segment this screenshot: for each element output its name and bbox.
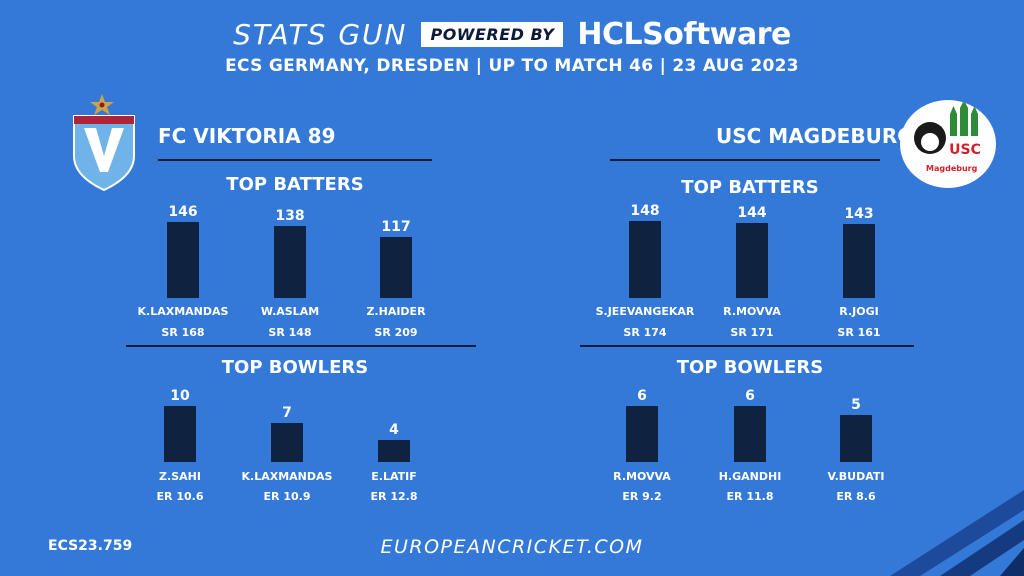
usc-logo-graphic (914, 100, 978, 154)
bar-category-left-batters-1: K.LAXMANDAS (137, 305, 229, 318)
bar-category-left-bowlers-3: E.LATIF (371, 470, 417, 483)
bar-right-bowlers-3 (840, 415, 872, 462)
bar-value-left-bowlers-2: 7 (282, 405, 292, 421)
bar-value-right-bowlers-1: 6 (637, 388, 647, 404)
bar-category-left-bowlers-1: Z.SAHI (159, 470, 201, 483)
usc-logo-text: USC (949, 142, 981, 158)
section-title-left-bowlers: TOP BOWLERS (221, 357, 369, 378)
footer-url[interactable]: EUROPEANCRICKET.COM (380, 536, 644, 558)
bar-right-batters-2 (736, 223, 768, 298)
bar-sublabel-right-batters-1: SR 174 (623, 326, 667, 339)
bar-sublabel-right-bowlers-3: ER 8.6 (836, 490, 876, 503)
bar-category-left-bowlers-2: K.LAXMANDAS (241, 470, 333, 483)
bar-value-left-bowlers-3: 4 (389, 422, 399, 438)
bar-left-bowlers-3 (378, 440, 410, 462)
bar-left-batters-1 (167, 222, 199, 298)
bar-value-right-batters-2: 144 (737, 205, 767, 221)
bar-category-left-batters-2: W.ASLAM (260, 305, 320, 318)
bar-right-bowlers-1 (626, 406, 658, 462)
bar-sublabel-left-batters-1: SR 168 (161, 326, 205, 339)
bar-value-left-batters-2: 138 (275, 208, 305, 224)
bar-left-batters-2 (274, 226, 306, 298)
usc-magdeburg-logo: USC Magdeburg (900, 100, 996, 188)
team-name-left: FC VIKTORIA 89 (158, 124, 336, 148)
bar-sublabel-left-batters-2: SR 148 (268, 326, 312, 339)
section-title-left-batters: TOP BATTERS (226, 174, 364, 195)
bar-value-right-batters-3: 143 (844, 206, 874, 222)
corner-stripes (890, 490, 1024, 576)
section-title-right-bowlers: TOP BOWLERS (676, 357, 824, 378)
bar-left-bowlers-2 (271, 423, 303, 462)
bar-sublabel-left-bowlers-2: ER 10.9 (263, 490, 311, 503)
bar-category-right-batters-1: S.JEEVANGEKAR (595, 305, 695, 318)
bar-category-right-batters-3: R.JOGI (839, 305, 879, 318)
bar-left-batters-3 (380, 237, 412, 298)
bar-sublabel-left-batters-3: SR 209 (374, 326, 418, 339)
bar-sublabel-left-bowlers-1: ER 10.6 (156, 490, 204, 503)
bar-right-bowlers-2 (734, 406, 766, 462)
footer-code: ECS23.759 (48, 538, 133, 554)
bar-sublabel-right-batters-2: SR 171 (730, 326, 774, 339)
bar-value-right-bowlers-3: 5 (851, 397, 861, 413)
divider-right (580, 345, 914, 347)
bar-value-right-bowlers-2: 6 (745, 388, 755, 404)
bar-category-right-bowlers-2: H.GANDHI (718, 470, 782, 483)
bar-right-batters-3 (843, 224, 875, 298)
bar-right-batters-1 (629, 221, 661, 298)
bar-value-left-batters-3: 117 (381, 219, 411, 235)
team-rule-right (610, 159, 880, 161)
bar-category-right-bowlers-1: R.MOVVA (613, 470, 671, 483)
powered-by-badge: POWERED BY (421, 21, 564, 47)
team-name-right: USC MAGDEBURG (716, 124, 914, 148)
header: STATS GUN POWERED BY HCLSoftware (0, 14, 1024, 54)
bar-sublabel-right-batters-3: SR 161 (837, 326, 881, 339)
bar-sublabel-right-bowlers-1: ER 9.2 (622, 490, 662, 503)
hcl-software-logo: HCLSoftware (577, 16, 791, 52)
bar-category-right-batters-2: R.MOVVA (723, 305, 781, 318)
stats-gun-title: STATS GUN (233, 17, 408, 51)
usc-logo-subtext: Magdeburg (926, 164, 978, 173)
bar-sublabel-left-bowlers-3: ER 12.8 (370, 490, 418, 503)
viktoria-shield-icon (73, 94, 135, 192)
section-title-right-batters: TOP BATTERS (681, 177, 819, 198)
bar-category-right-bowlers-3: V.BUDATI (827, 470, 885, 483)
bar-value-left-bowlers-1: 10 (170, 388, 190, 404)
bar-category-left-batters-3: Z.HAIDER (366, 305, 426, 318)
bar-value-left-batters-1: 146 (168, 204, 198, 220)
team-rule-left (158, 159, 432, 161)
bar-left-bowlers-1 (164, 406, 196, 462)
subtitle: ECS GERMANY, DRESDEN | UP TO MATCH 46 | … (225, 56, 799, 76)
bar-value-right-batters-1: 148 (630, 203, 660, 219)
divider-left (126, 345, 476, 347)
bar-sublabel-right-bowlers-2: ER 11.8 (726, 490, 774, 503)
